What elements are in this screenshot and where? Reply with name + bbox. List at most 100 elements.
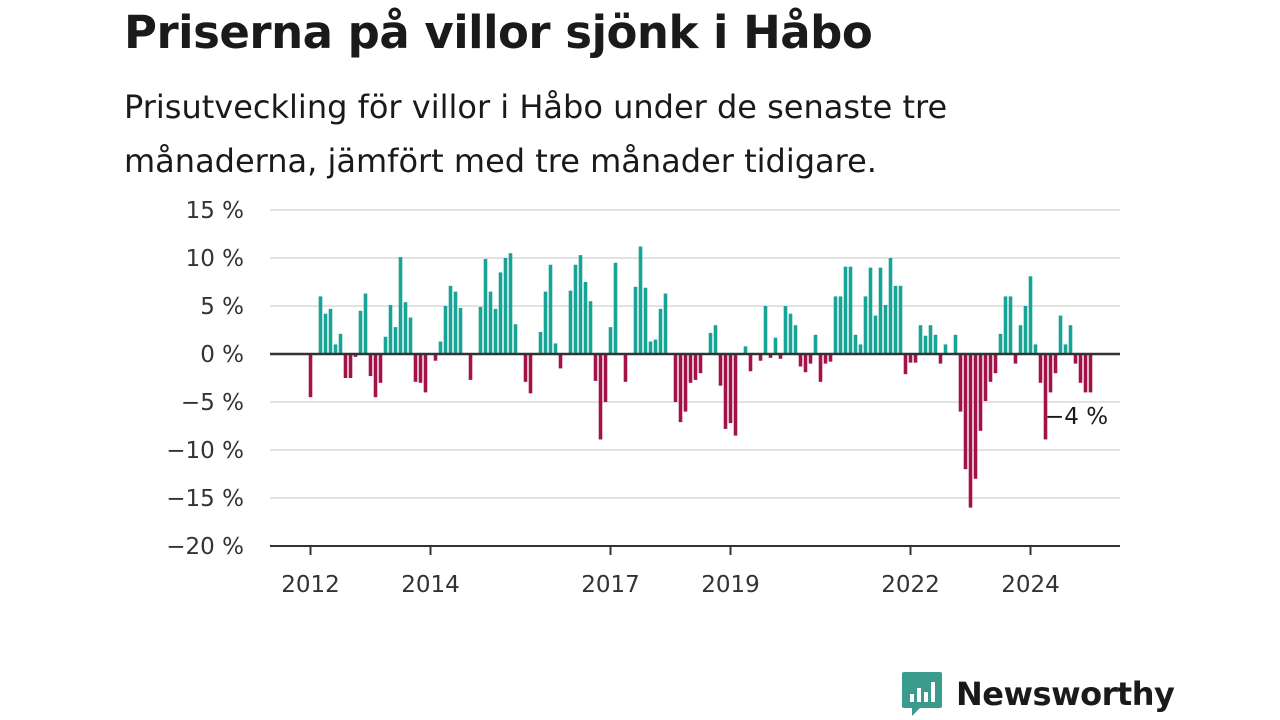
bar-2020-10 — [833, 296, 838, 354]
bar-2022-07 — [938, 354, 943, 364]
bar-2017-02 — [613, 262, 618, 354]
bar-2020-03 — [798, 354, 803, 367]
bar-2012-11 — [358, 310, 363, 354]
bar-2013-08 — [403, 302, 408, 354]
bar-2012-05 — [328, 308, 333, 354]
bar-2020-07 — [818, 354, 823, 382]
bar-2020-02 — [793, 325, 798, 354]
bar-2017-07 — [638, 246, 643, 354]
bar-2020-05 — [808, 354, 813, 364]
gridlines — [270, 209, 1120, 499]
bar-2022-03 — [918, 325, 923, 354]
bar-2018-05 — [688, 354, 693, 383]
bar-2021-08 — [883, 305, 888, 354]
bar-2020-11 — [838, 296, 843, 354]
bar-2013-05 — [388, 305, 393, 354]
bar-2023-12 — [1023, 306, 1028, 354]
bar-2023-01 — [968, 354, 973, 508]
bar-2015-06 — [513, 324, 518, 354]
y-tick-label: −10 % — [166, 438, 244, 464]
bar-2024-01 — [1028, 276, 1033, 354]
bar-2022-12 — [963, 354, 968, 470]
bar-2013-04 — [383, 336, 388, 354]
bar-2022-10 — [953, 334, 958, 354]
bar-2016-03 — [558, 354, 563, 369]
bar-2012-06 — [333, 344, 338, 354]
bar-2018-06 — [693, 354, 698, 380]
bar-2023-02 — [973, 354, 978, 479]
bar-2016-08 — [583, 282, 588, 354]
x-tick-label: 2019 — [701, 572, 760, 598]
bar-2014-03 — [438, 341, 443, 354]
bar-2023-04 — [983, 354, 988, 402]
bar-2013-07 — [398, 257, 403, 354]
bar-2017-10 — [653, 339, 658, 354]
y-tick-label: 5 % — [200, 294, 244, 320]
bar-2012-07 — [338, 333, 343, 354]
bar-2015-11 — [538, 331, 543, 354]
bar-2016-06 — [573, 264, 578, 354]
bar-2017-09 — [648, 341, 653, 354]
bar-2012-08 — [343, 354, 348, 378]
bar-2019-09 — [768, 354, 773, 358]
bar-2019-11 — [778, 354, 783, 359]
bar-2023-09 — [1008, 296, 1013, 354]
bar-2022-11 — [958, 354, 963, 412]
bar-2018-07 — [698, 354, 703, 374]
bar-2016-09 — [588, 301, 593, 354]
bar-2014-12 — [483, 258, 488, 354]
bar-2015-03 — [498, 272, 503, 354]
bar-2012-10 — [353, 354, 358, 357]
bar-2019-04 — [743, 346, 748, 354]
last-value-annotation: −4 % — [1045, 404, 1108, 430]
bar-2024-08 — [1063, 344, 1068, 354]
newsworthy-logo-icon — [902, 672, 942, 716]
bar-2018-03 — [678, 354, 683, 423]
bar-2021-05 — [868, 267, 873, 354]
bar-2019-07 — [758, 354, 763, 361]
y-tick-label: 15 % — [186, 198, 244, 224]
bar-2019-10 — [773, 337, 778, 354]
bar-2020-06 — [813, 334, 818, 354]
bar-2023-05 — [988, 354, 993, 382]
bar-2021-02 — [853, 334, 858, 354]
bar-2022-01 — [908, 354, 913, 363]
bar-2023-08 — [1003, 296, 1008, 354]
bar-2013-01 — [368, 354, 373, 377]
brand-name: Newsworthy — [956, 675, 1175, 713]
y-tick-label: 0 % — [200, 342, 244, 368]
x-tick-label: 2017 — [581, 572, 640, 598]
bar-2021-10 — [893, 285, 898, 354]
bar-2013-10 — [413, 354, 418, 382]
x-tick-label: 2012 — [281, 572, 340, 598]
bar-2017-01 — [608, 327, 613, 354]
bar-2013-11 — [418, 354, 423, 383]
bar-2020-04 — [803, 354, 808, 373]
bar-2022-06 — [933, 334, 938, 354]
bar-2017-08 — [643, 287, 648, 354]
bar-2016-02 — [553, 343, 558, 354]
bar-undefined — [1088, 354, 1093, 393]
bar-2014-04 — [443, 306, 448, 354]
bar-2013-06 — [393, 327, 398, 354]
bar-2021-03 — [858, 344, 863, 354]
bar-2014-07 — [458, 307, 463, 354]
bar-2012-09 — [348, 354, 353, 378]
bar-2016-07 — [578, 255, 583, 354]
axes: 15 % 10 % 5 % 0 % −5 % −10 % −15 % −20 % 2012 201… — [166, 198, 1120, 598]
x-tick-label: 2014 — [401, 572, 460, 598]
bar-2016-05 — [568, 290, 573, 354]
bar-2015-02 — [493, 308, 498, 354]
bar-2016-12 — [603, 354, 608, 402]
bar-2017-04 — [623, 354, 628, 382]
bar-2019-12 — [783, 306, 788, 354]
bar-2020-09 — [828, 354, 833, 362]
bar-2013-02 — [373, 354, 378, 398]
bar-2014-05 — [448, 285, 453, 354]
bar-2012-03 — [318, 296, 323, 354]
bar-2014-09 — [468, 354, 473, 380]
bar-2015-01 — [488, 291, 493, 354]
bar-2012-04 — [323, 313, 328, 354]
chart-title: Priserna på villor sjönk i Håbo — [124, 6, 873, 59]
bar-2017-06 — [633, 286, 638, 354]
